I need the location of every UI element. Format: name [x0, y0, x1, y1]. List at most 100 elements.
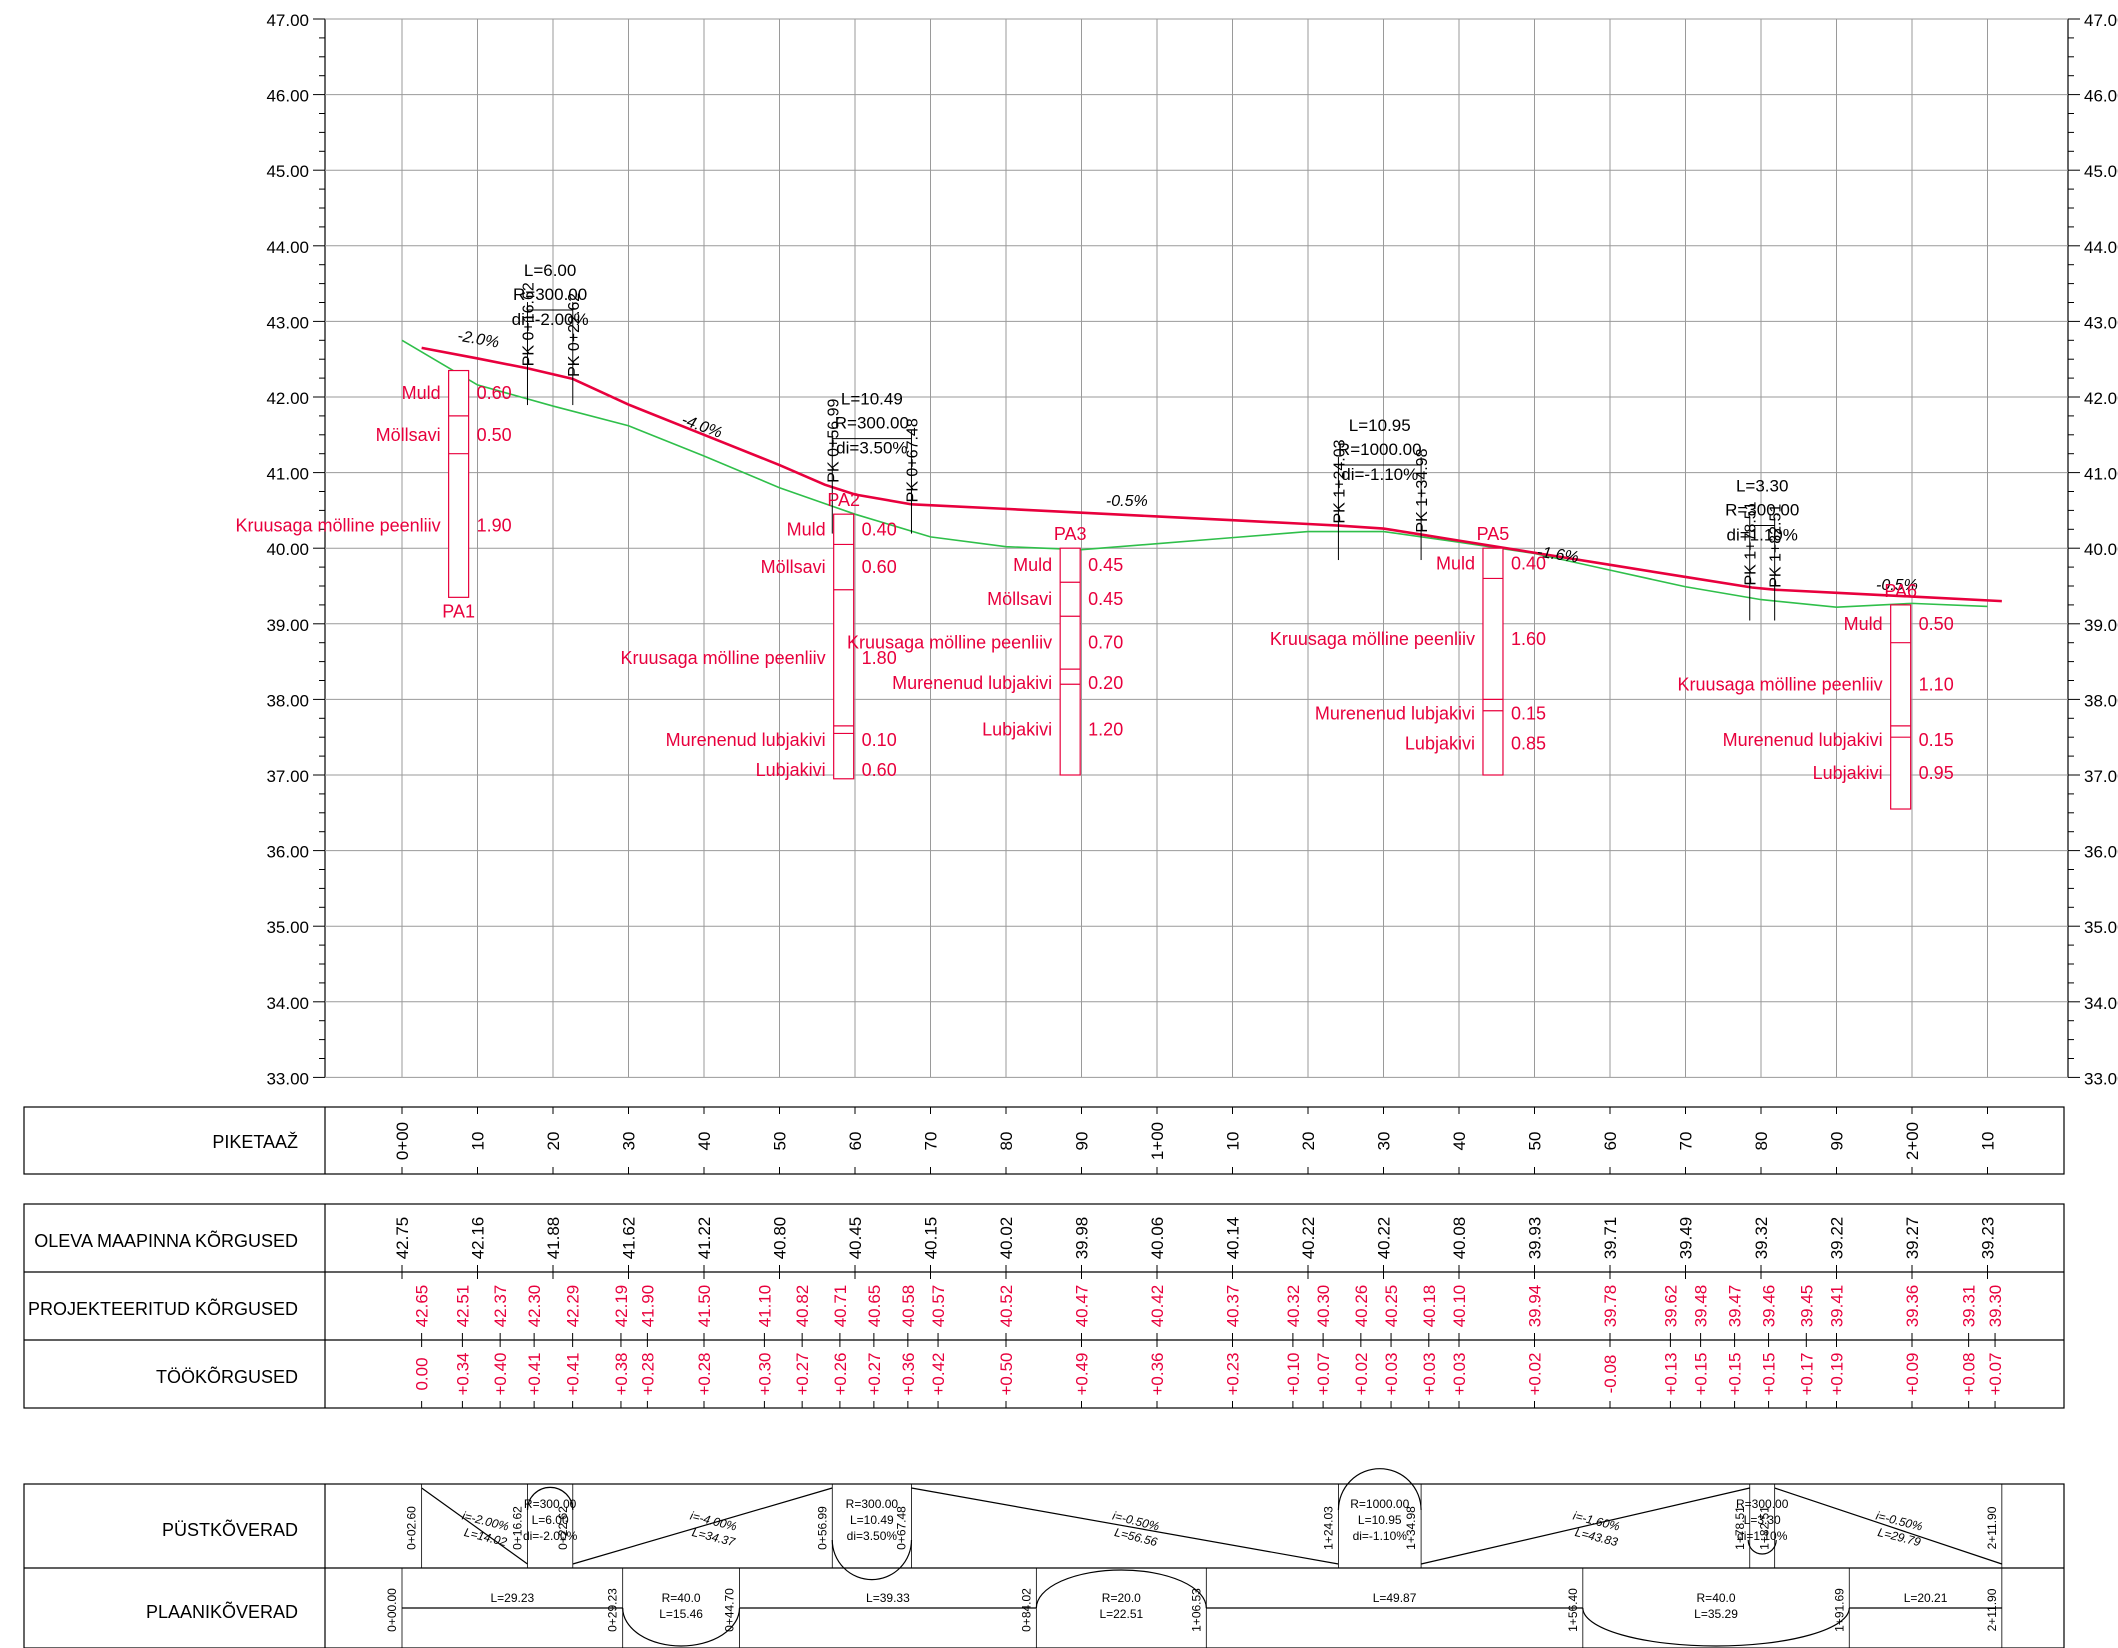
elevation-tick-label: 40.00 [2084, 540, 2118, 559]
working-height-value: 0.00 [413, 1357, 432, 1390]
plan-curve-radius: R=20.0 [1102, 1591, 1141, 1605]
curve-radius-label: R=300.00 [835, 414, 909, 433]
borehole-column [1890, 604, 1912, 810]
elevation-tick-label: 41.00 [266, 465, 309, 484]
working-height-value: +0.15 [1726, 1352, 1745, 1395]
soil-layer-thickness: 0.85 [1511, 733, 1546, 753]
chainage-tick-label: 80 [997, 1132, 1016, 1151]
working-height-value: +0.34 [453, 1352, 472, 1395]
chainage-tick-label: 20 [544, 1132, 563, 1151]
soil-layer-thickness: 1.60 [1511, 629, 1546, 649]
design-elevation-value: 39.45 [1797, 1285, 1816, 1328]
vertical-curve-point-label: 0+56.99 [815, 1506, 829, 1550]
elevation-tick-label: 40.00 [266, 540, 309, 559]
design-elevation-value: 40.37 [1224, 1285, 1243, 1328]
working-height-value: +0.13 [1661, 1352, 1680, 1395]
elevation-tick-label: 44.00 [266, 238, 309, 257]
station-label: PK 1+34.98 [1414, 448, 1431, 532]
existing-elevations-label: OLEVA MAAPINNA KÕRGUSED [34, 1230, 298, 1251]
design-grade-polyline [421, 346, 2002, 603]
curve-grade-diff-label: di=1.10% [1727, 526, 1798, 545]
soil-layer-thickness: 0.70 [1088, 633, 1123, 653]
chainage-tick-label: 50 [1526, 1132, 1545, 1151]
curve-length-label: L=10.95 [1349, 416, 1411, 435]
soil-layer-thickness: 0.40 [862, 519, 897, 539]
working-height-value: +0.08 [1960, 1352, 1979, 1395]
existing-elevation-value: 39.22 [1828, 1217, 1847, 1260]
existing-elevation-value: 39.32 [1752, 1217, 1771, 1260]
curve-grade-diff-label: di=-2.00% [512, 310, 589, 329]
existing-ground-polyline [401, 339, 1988, 608]
working-height-value: +0.10 [1284, 1352, 1303, 1395]
working-height-value: +0.15 [1760, 1352, 1779, 1395]
grade-segment-line [421, 1487, 528, 1565]
working-height-value: +0.27 [865, 1352, 884, 1395]
soil-layer-thickness: 0.10 [862, 730, 897, 750]
chainage-tick-label: 40 [1450, 1132, 1469, 1151]
design-elevation-value: 40.30 [1314, 1285, 1333, 1328]
existing-elevation-value: 40.45 [846, 1217, 865, 1260]
working-height-value: +0.28 [638, 1352, 657, 1395]
existing-elevation-value: 39.27 [1903, 1217, 1922, 1260]
existing-elevation-value: 39.71 [1601, 1217, 1620, 1260]
working-height-value: +0.30 [755, 1352, 774, 1395]
vertical-curve-point-label: 1+24.03 [1321, 1506, 1335, 1550]
vertical-curve-length: L=6.00 [532, 1513, 569, 1527]
design-elevation-value: 42.37 [491, 1285, 510, 1328]
grade-segment-line [911, 1487, 1339, 1565]
soil-layer-thickness: 1.80 [862, 648, 897, 668]
design-elevation-value: 39.78 [1601, 1285, 1620, 1328]
design-elevation-value: 40.82 [793, 1285, 812, 1328]
working-height-value: +0.15 [1692, 1352, 1711, 1395]
soil-layer-thickness: 0.15 [1919, 730, 1954, 750]
elevation-tick-label: 39.00 [2084, 616, 2118, 635]
design-grade-line [421, 346, 2002, 603]
elevation-tick-label: 47.00 [2084, 11, 2118, 30]
borehole-name: PA3 [1054, 524, 1087, 544]
soil-layer-thickness: 0.60 [477, 383, 512, 403]
working-height-value: +0.02 [1352, 1352, 1371, 1395]
existing-elevation-value: 39.23 [1979, 1217, 1998, 1260]
grade-segment-line [1420, 1487, 1750, 1565]
soil-layer-thickness: 0.50 [1919, 614, 1954, 634]
working-height-value: +0.41 [525, 1352, 544, 1395]
soil-layer-name: Lubjakivi [1405, 733, 1475, 753]
working-height-value: +0.03 [1382, 1352, 1401, 1395]
plan-curve-point-label: 1+06.53 [1189, 1588, 1203, 1632]
design-elevation-value: 40.18 [1420, 1285, 1439, 1328]
grade-label: -2.0% [456, 328, 500, 352]
working-height-value: +0.07 [1314, 1352, 1333, 1395]
plan-curve-point-label: 0+29.23 [606, 1588, 620, 1632]
working-height-value: +0.23 [1224, 1352, 1243, 1395]
soil-layer-name: Kruusaga mölline peenliiv [847, 633, 1052, 653]
design-elevation-value: 39.94 [1526, 1285, 1545, 1328]
design-elevation-value: 42.30 [525, 1285, 544, 1328]
chainage-tick-label: 40 [695, 1132, 714, 1151]
existing-elevation-value: 40.22 [1299, 1217, 1318, 1260]
chainage-tick-label: 10 [1979, 1132, 1998, 1151]
plan-curve-length: L=35.29 [1694, 1607, 1738, 1621]
curve-radius-label: R=1000.00 [1338, 440, 1422, 459]
elevation-tick-label: 42.00 [266, 389, 309, 408]
borehole-name: PA6 [1884, 581, 1917, 601]
chainage-tick-label: 10 [469, 1132, 488, 1151]
station-label: PK 0+16.62 [520, 282, 537, 366]
borehole-name: PA5 [1477, 524, 1510, 544]
soil-layer-name: Möllsavi [987, 589, 1052, 609]
station-label: PK 0+67.48 [904, 418, 921, 502]
vertical-curve-radius: R=300.00 [524, 1497, 577, 1511]
vertical-curve-point-label: 1+82.51 [1758, 1506, 1772, 1550]
borehole-column [1482, 547, 1504, 776]
elevation-tick-label: 38.00 [2084, 691, 2118, 710]
soil-layer-name: Kruusaga mölline peenliiv [621, 648, 826, 668]
soil-layer-thickness: 0.60 [862, 760, 897, 780]
vertical-curve-length: L=10.95 [1358, 1513, 1402, 1527]
chainage-tick-label: 80 [1752, 1132, 1771, 1151]
elevation-tick-label: 36.00 [2084, 843, 2118, 862]
plan-curve-arc [622, 1607, 741, 1647]
chainage-tick-label: 50 [771, 1132, 790, 1151]
curves-table-block [23, 1483, 2065, 1648]
existing-elevation-value: 40.14 [1224, 1217, 1243, 1260]
design-elevation-value: 40.10 [1450, 1285, 1469, 1328]
